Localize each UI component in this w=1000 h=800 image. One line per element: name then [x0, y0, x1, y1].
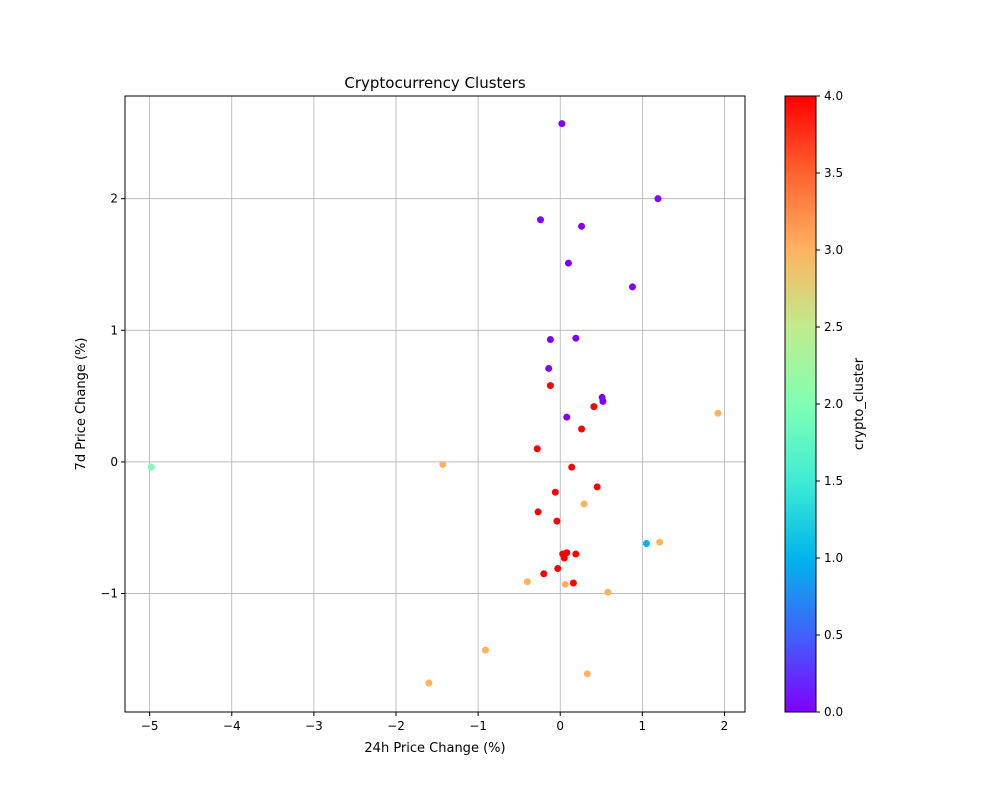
colorbar-tick-label: 2.5: [824, 320, 843, 334]
data-point: [578, 222, 586, 230]
data-point: [534, 508, 542, 516]
colorbar-tick-label: 1.5: [824, 474, 843, 488]
colorbar-tick-label: 3.0: [824, 243, 843, 257]
y-tick-label: 1: [110, 323, 118, 337]
colorbar: [784, 95, 817, 713]
x-axis-ticks: −5 −4 −3 −2 −1 0 1 2: [141, 712, 729, 733]
y-axis-ticks: −1 0 1 2: [100, 192, 125, 601]
data-point: [656, 538, 664, 546]
data-point: [563, 413, 571, 421]
x-tick-label: −1: [469, 719, 487, 733]
data-point: [546, 336, 554, 344]
data-point: [563, 549, 571, 557]
colorbar-tick-label: 4.0: [824, 89, 843, 103]
x-axis-label: 24h Price Change (%): [364, 741, 505, 756]
y-tick-label: −1: [100, 587, 118, 601]
data-point: [590, 403, 598, 411]
data-point: [545, 364, 553, 372]
data-point: [560, 554, 568, 562]
colorbar-label: crypto_cluster: [852, 357, 867, 450]
plot-points: [147, 120, 722, 687]
x-tick-label: 1: [639, 719, 647, 733]
data-point: [580, 500, 588, 508]
data-point: [561, 580, 569, 588]
data-point: [569, 579, 577, 587]
data-point: [439, 461, 447, 469]
data-point: [540, 570, 548, 578]
data-point: [578, 425, 586, 433]
data-point: [551, 488, 559, 496]
colorbar-tick-label: 2.0: [824, 397, 843, 411]
data-point: [568, 463, 576, 471]
x-tick-label: −3: [305, 719, 323, 733]
data-point: [425, 679, 433, 687]
data-point: [654, 195, 662, 203]
x-tick-label: −4: [223, 719, 241, 733]
data-point: [553, 517, 561, 525]
data-point: [554, 565, 562, 573]
data-point: [558, 120, 566, 128]
data-point: [593, 483, 601, 491]
data-point: [482, 646, 490, 654]
colorbar-tick-label: 0.0: [824, 705, 843, 719]
data-point: [572, 334, 580, 342]
y-tick-label: 2: [110, 192, 118, 206]
x-tick-label: 2: [721, 719, 729, 733]
data-point: [642, 540, 650, 548]
data-point: [533, 445, 541, 453]
plot-grid: [125, 96, 745, 712]
data-point: [523, 578, 531, 586]
colorbar-tick-label: 1.0: [824, 551, 843, 565]
y-tick-label: 0: [110, 455, 118, 469]
colorbar-tick-label: 0.5: [824, 628, 843, 642]
x-tick-label: −2: [387, 719, 405, 733]
data-point: [537, 216, 545, 224]
data-point: [714, 409, 722, 417]
colorbar-ticks: 0.0 0.5 1.0 1.5 2.0 2.5 3.0 3.5 4.0: [816, 89, 843, 719]
x-tick-label: −5: [141, 719, 159, 733]
data-point: [583, 670, 591, 678]
data-point: [147, 463, 155, 471]
plot-frame: [124, 95, 746, 713]
x-tick-label: 0: [556, 719, 564, 733]
data-point: [599, 397, 607, 405]
colorbar-tick-label: 3.5: [824, 166, 843, 180]
y-axis-label: 7d Price Change (%): [74, 338, 89, 471]
data-point: [604, 588, 612, 596]
chart-title: Cryptocurrency Clusters: [344, 74, 525, 92]
data-point: [546, 382, 554, 390]
data-point: [628, 283, 636, 291]
data-point: [572, 550, 580, 558]
data-point: [564, 259, 572, 267]
